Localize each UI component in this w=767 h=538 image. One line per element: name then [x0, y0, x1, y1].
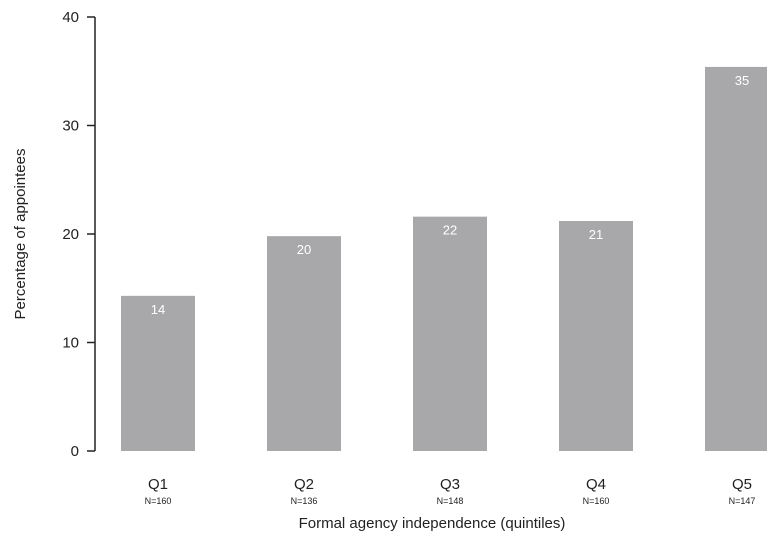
- y-tick-label-20: 20: [62, 226, 79, 243]
- category-label-q1: Q1: [148, 476, 168, 493]
- y-axis-title: Percentage of appointees: [12, 149, 29, 320]
- x-axis-labels: Q1 N=160 Q2 N=136 Q3 N=148 Q4 N=160 Q5 N=147: [145, 476, 756, 506]
- category-label-q4: Q4: [586, 476, 606, 493]
- sample-size-label-q1: N=160: [145, 496, 172, 506]
- data-label-q2: 20: [297, 242, 311, 257]
- sample-size-label-q3: N=148: [437, 496, 464, 506]
- bar-q2: [267, 236, 341, 451]
- data-label-q4: 21: [589, 227, 603, 242]
- sample-size-label-q2: N=136: [291, 496, 318, 506]
- data-label-q1: 14: [151, 302, 165, 317]
- sample-size-label-q5: N=147: [729, 496, 756, 506]
- y-tick-label-10: 10: [62, 335, 79, 352]
- y-tick-label-40: 40: [62, 9, 79, 26]
- bar-q5: [705, 66, 767, 451]
- category-label-q2: Q2: [294, 476, 314, 493]
- y-tick-label-0: 0: [71, 443, 79, 460]
- bar-q4: [559, 220, 633, 451]
- data-label-q3: 22: [443, 223, 457, 238]
- y-tick-label-30: 30: [62, 118, 79, 135]
- data-label-q5: 35: [735, 73, 749, 88]
- bar-q3: [413, 216, 487, 451]
- y-axis: 0 10 20 30 40: [62, 9, 96, 460]
- category-label-q3: Q3: [440, 476, 460, 493]
- sample-size-label-q4: N=160: [583, 496, 610, 506]
- category-label-q5: Q5: [732, 476, 752, 493]
- bar-q1: [121, 295, 195, 451]
- bars-group: 14 20 22 21 35: [121, 66, 767, 451]
- x-axis-title: Formal agency independence (quintiles): [299, 515, 566, 532]
